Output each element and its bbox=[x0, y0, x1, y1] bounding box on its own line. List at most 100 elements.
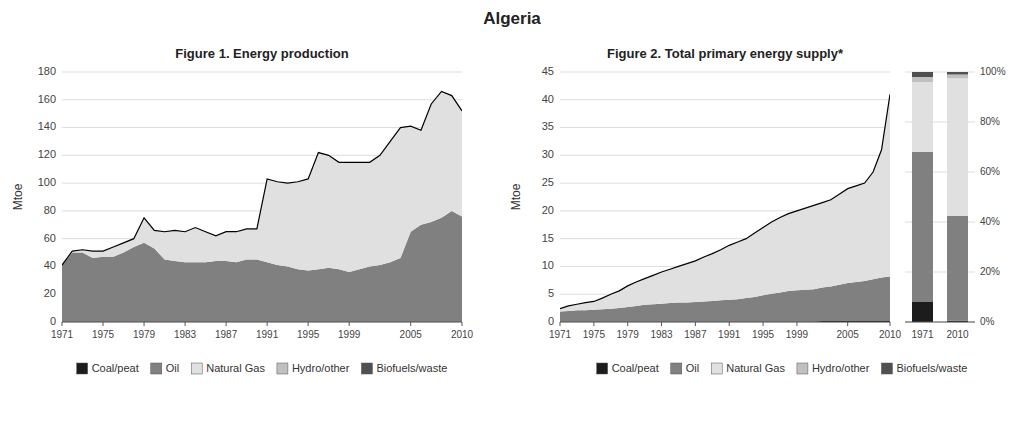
x-tick-label: 1971 bbox=[51, 329, 74, 340]
chart-root: AlgeriaFigure 1. Energy production020406… bbox=[0, 0, 1024, 426]
x-tick-label: 1995 bbox=[752, 329, 775, 340]
y-tick-label: 60% bbox=[980, 166, 1000, 177]
bar-segment bbox=[912, 152, 933, 302]
x-tick-label: 1991 bbox=[718, 329, 741, 340]
x-tick bbox=[308, 322, 309, 326]
x-tick-label: 2010 bbox=[451, 329, 474, 340]
x-tick bbox=[847, 322, 848, 326]
legend-label: Coal/peat bbox=[92, 362, 139, 374]
legend: Coal/peatOilNatural GasHydro/otherBiofue… bbox=[597, 362, 968, 374]
y-tick-label: 80 bbox=[44, 204, 56, 216]
x-tick bbox=[62, 322, 63, 326]
legend-label: Hydro/other bbox=[292, 362, 350, 374]
legend-label: Biofuels/waste bbox=[376, 362, 447, 374]
y-tick-label: 45 bbox=[542, 65, 554, 77]
y-tick-label: 160 bbox=[38, 93, 56, 105]
y-tick-label: 25 bbox=[542, 176, 554, 188]
legend-label: Oil bbox=[686, 362, 699, 374]
x-tick bbox=[661, 322, 662, 326]
y-tick-label: 40 bbox=[542, 93, 554, 105]
x-tick bbox=[267, 322, 268, 326]
x-tick-label: 1999 bbox=[786, 329, 809, 340]
y-tick-label: 80% bbox=[980, 116, 1000, 127]
plot-1: Figure 2. Total primary energy supply*05… bbox=[509, 46, 902, 340]
plot-0: Figure 1. Energy production0204060801001… bbox=[11, 46, 474, 340]
x-tick-label: 1999 bbox=[338, 329, 361, 340]
legend-label: Hydro/other bbox=[812, 362, 870, 374]
y-tick-label: 180 bbox=[38, 65, 56, 77]
grid-line bbox=[560, 183, 890, 184]
x-tick-label: 1983 bbox=[650, 329, 673, 340]
legend: Coal/peatOilNatural GasHydro/otherBiofue… bbox=[77, 362, 448, 374]
legend-swatch bbox=[151, 363, 162, 374]
x-tick-label: 2005 bbox=[837, 329, 860, 340]
legend-swatch bbox=[277, 363, 288, 374]
bar-segment bbox=[947, 78, 968, 216]
x-tick bbox=[144, 322, 145, 326]
total-line bbox=[560, 94, 890, 308]
grid-line bbox=[62, 72, 462, 73]
chart-title: Figure 1. Energy production bbox=[175, 46, 348, 61]
legend-swatch bbox=[361, 363, 372, 374]
y-tick-label: 15 bbox=[542, 232, 554, 244]
y-tick-label: 40 bbox=[44, 259, 56, 271]
x-tick-label: 1975 bbox=[92, 329, 115, 340]
x-tick bbox=[185, 322, 186, 326]
y-tick-label: 20 bbox=[44, 287, 56, 299]
legend-label: Oil bbox=[166, 362, 179, 374]
grid-line bbox=[62, 322, 462, 323]
x-tick bbox=[890, 322, 891, 326]
legend-swatch bbox=[191, 363, 202, 374]
grid-line bbox=[560, 322, 890, 323]
y-tick-label: 20% bbox=[980, 266, 1000, 277]
y-tick-label: 5 bbox=[548, 287, 554, 299]
x-axis-line bbox=[905, 322, 975, 323]
grid-line bbox=[560, 72, 890, 73]
data-group bbox=[62, 91, 462, 322]
bar-segment bbox=[947, 75, 968, 79]
legend-swatch bbox=[671, 363, 682, 374]
x-tick-label: 1987 bbox=[215, 329, 238, 340]
y-tick-label: 140 bbox=[38, 120, 56, 132]
grid-line bbox=[560, 99, 890, 100]
legend-swatch bbox=[881, 363, 892, 374]
x-tick bbox=[593, 322, 594, 326]
y-tick-label: 100 bbox=[38, 176, 56, 188]
y-tick-label: 0 bbox=[548, 315, 554, 327]
x-tick-label: 1987 bbox=[684, 329, 707, 340]
y-axis-label: Mtoe bbox=[509, 183, 523, 210]
x-tick-label: 1991 bbox=[256, 329, 279, 340]
x-tick-label: 1995 bbox=[297, 329, 320, 340]
bar-segment bbox=[947, 72, 968, 75]
plot-2: 0%20%40%60%80%100%19712010 bbox=[905, 66, 1006, 340]
x-axis-line bbox=[560, 322, 890, 323]
y-tick-label: 100% bbox=[980, 66, 1006, 77]
grid-line bbox=[62, 99, 462, 100]
x-tick-label: 1979 bbox=[133, 329, 156, 340]
x-tick-label: 1971 bbox=[911, 329, 934, 340]
y-tick-label: 10 bbox=[542, 259, 554, 271]
x-tick bbox=[410, 322, 411, 326]
x-tick-label: 1975 bbox=[583, 329, 606, 340]
total-line bbox=[62, 91, 462, 265]
x-tick-label: 1979 bbox=[617, 329, 640, 340]
y-tick-label: 40% bbox=[980, 216, 1000, 227]
x-axis-line bbox=[62, 322, 462, 323]
x-tick-label: 2005 bbox=[400, 329, 423, 340]
area bbox=[560, 94, 890, 311]
grid-line bbox=[905, 322, 975, 323]
x-tick bbox=[627, 322, 628, 326]
y-tick-label: 0% bbox=[980, 316, 995, 327]
y-tick-label: 30 bbox=[542, 148, 554, 160]
legend-label: Natural Gas bbox=[726, 362, 785, 374]
legend-swatch bbox=[711, 363, 722, 374]
legend-swatch bbox=[597, 363, 608, 374]
legend-label: Biofuels/waste bbox=[896, 362, 967, 374]
y-tick-label: 35 bbox=[542, 120, 554, 132]
area bbox=[62, 322, 462, 323]
x-tick bbox=[103, 322, 104, 326]
x-tick-label: 1983 bbox=[174, 329, 197, 340]
y-tick-label: 60 bbox=[44, 232, 56, 244]
x-tick-label: 2010 bbox=[879, 329, 902, 340]
x-tick bbox=[729, 322, 730, 326]
